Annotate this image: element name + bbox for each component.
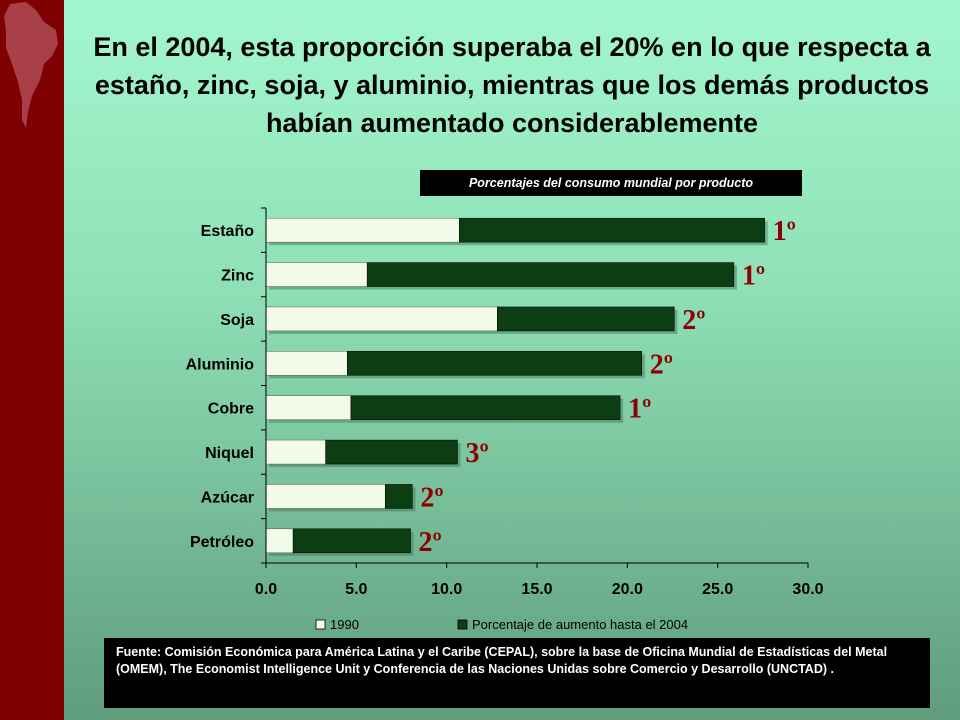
legend-label: 1990 [330,617,359,632]
rank-label: 2º [419,527,442,558]
rank-label: 1º [742,261,765,292]
rank-label: 2º [650,349,673,380]
bar-increase [497,306,675,332]
bars-layer [265,217,768,556]
x-tick-label: 20.0 [612,581,643,598]
bar-1990 [265,351,348,376]
x-tick-label: 0.0 [255,581,277,598]
category-label: Cobre [208,401,254,418]
slide-title: En el 2004, esta proporción superaba el … [93,32,931,138]
category-label: Azúcar [201,489,254,506]
x-tick-label: 25.0 [702,581,733,598]
legend-swatch [457,619,468,630]
bar-1990 [265,439,326,465]
legend-label: Porcentaje de aumento hasta el 2004 [472,617,688,632]
category-label: Aluminio [186,356,255,373]
x-tick-label: 30.0 [792,581,823,598]
bar-1990 [265,484,386,509]
bar-increase [384,484,413,509]
bar-1990 [265,395,352,420]
bar-1990 [265,528,294,554]
x-tick-label: 5.0 [345,581,367,598]
category-label: Zinc [221,268,254,285]
category-label: Niquel [205,445,254,462]
bar-increase [366,262,735,287]
bar-increase [292,528,411,554]
legend: 1990 Porcentaje de aumento hasta el 2004 [315,617,688,632]
rank-label: 2º [682,305,705,336]
labels-layer: Estaño 1º Zinc 1º Soja 2º Aluminio 2º Cobre 1º Niq… [186,207,824,598]
x-tick-label: 15.0 [521,581,552,598]
rank-label: 2º [420,482,443,513]
bar-increase [325,439,458,465]
rank-label: 1º [773,216,796,247]
south-america-map-logo [4,2,58,128]
bar-increase [347,351,643,376]
bar-increase [350,395,621,420]
x-tick-label: 10.0 [431,581,462,598]
rank-label: 3º [466,438,489,469]
source-note: Fuente: Comisión Económica para América … [104,638,930,708]
bar-1990 [265,217,460,243]
category-label: Estaño [201,223,255,240]
category-label: Soja [220,312,254,329]
bar-increase [459,217,765,243]
bar-1990 [265,306,498,332]
rank-label: 1º [628,394,651,425]
bar-1990 [265,262,368,287]
category-label: Petróleo [190,534,254,551]
sidebar-band [0,0,64,720]
legend-swatch [315,619,326,630]
chart-title: Porcentajes del consumo mundial por prod… [420,170,802,196]
